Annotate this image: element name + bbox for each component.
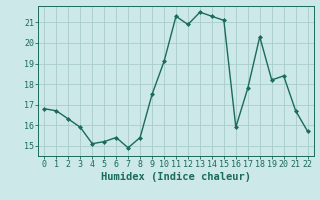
X-axis label: Humidex (Indice chaleur): Humidex (Indice chaleur) xyxy=(101,172,251,182)
